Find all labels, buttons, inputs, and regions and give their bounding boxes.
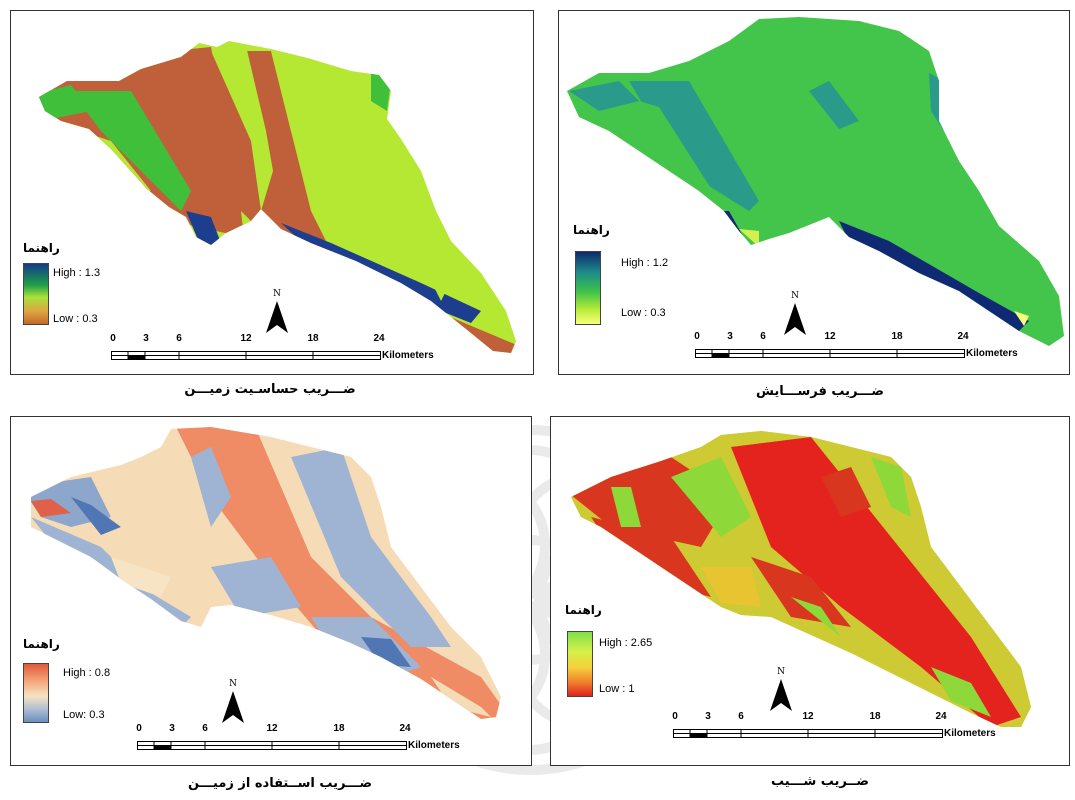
legend-color-ramp: [575, 251, 601, 325]
scale-tick: 3: [727, 331, 733, 342]
scale-bar: 0 3 6 12 18 24 Kilometers: [672, 711, 1013, 743]
scale-bar-graphic: [137, 741, 407, 750]
scale-tick: 24: [373, 333, 385, 344]
legend-high-label: High : 2.65: [599, 637, 653, 649]
legend-low-label: Low : 0.3: [621, 307, 666, 319]
scale-tick: 12: [824, 331, 836, 342]
scale-tick: 18: [869, 711, 881, 722]
erosion-map: [567, 17, 1064, 346]
scale-tick: 6: [176, 333, 182, 344]
scale-bar: 0 3 6 12 18 24 Kilometers: [694, 331, 1035, 363]
landuse-map: [31, 427, 501, 719]
legend-title: راهنما: [23, 637, 60, 651]
scale-tick: 24: [399, 723, 411, 734]
legend-high-label: High : 0.8: [63, 667, 111, 679]
north-arrow-icon: [266, 301, 288, 333]
legend-high-label: High : 1.3: [53, 267, 101, 279]
legend-color-ramp: [23, 663, 49, 723]
map-panel-sensitivity: راهنما High : 1.3 Low : 0.3 N 0 3 6 12 1…: [10, 10, 534, 375]
legend-title: راهنما: [565, 603, 602, 617]
scale-bar: 0 3 6 12 18 24 Kilometers: [136, 723, 477, 755]
caption-landuse: ضـــریب اســتفاده از زمیـــن: [187, 776, 373, 791]
scale-tick: 18: [307, 333, 319, 344]
scale-tick: 3: [705, 711, 711, 722]
legend-color-ramp: [567, 631, 593, 697]
north-arrow-icon: [222, 691, 244, 723]
north-arrow-icon: [770, 679, 792, 711]
scale-units: Kilometers: [944, 728, 996, 739]
map-panel-slope: راهنما High : 2.65 Low : 1 N 0 3 6 12 18…: [550, 416, 1070, 766]
map-panel-landuse: راهنما High : 0.8 Low: 0.3 N 0 3 6 12 18…: [10, 416, 532, 766]
scale-bar-graphic: [111, 351, 381, 360]
scale-tick: 12: [240, 333, 252, 344]
scale-bar: 0 3 6 12 18 24 Kilometers: [110, 333, 451, 365]
legend-title: راهنما: [573, 223, 610, 237]
scale-tick: 6: [760, 331, 766, 342]
caption-sensitivity: ضـــریب حساسـیت زمیـــن: [184, 382, 356, 397]
north-arrow: N: [263, 289, 291, 335]
scale-tick: 12: [802, 711, 814, 722]
legend-low-label: Low : 0.3: [53, 313, 98, 325]
scale-units: Kilometers: [382, 350, 434, 361]
scale-bar-graphic: [673, 729, 943, 738]
scale-tick: 0: [672, 711, 678, 722]
legend-high-label: High : 1.2: [621, 257, 669, 269]
scale-tick: 0: [136, 723, 142, 734]
scale-bar-graphic: [695, 349, 965, 358]
north-label: N: [273, 289, 281, 299]
scale-tick: 24: [935, 711, 947, 722]
caption-erosion: ضـــریب فرســـایش: [755, 384, 884, 399]
map-panel-erosion: راهنما High : 1.2 Low : 0.3 N 0 3 6 12 1…: [558, 10, 1070, 375]
scale-tick: 18: [333, 723, 345, 734]
north-arrow: N: [781, 291, 809, 337]
north-label: N: [791, 291, 799, 301]
scale-tick: 3: [169, 723, 175, 734]
north-arrow: N: [767, 667, 795, 713]
scale-tick: 24: [957, 331, 969, 342]
scale-tick: 12: [266, 723, 278, 734]
north-label: N: [777, 667, 785, 677]
scale-tick: 6: [738, 711, 744, 722]
scale-tick: 0: [110, 333, 116, 344]
legend-color-ramp: [23, 263, 49, 325]
scale-tick: 18: [891, 331, 903, 342]
scale-tick: 6: [202, 723, 208, 734]
north-arrow-icon: [784, 303, 806, 335]
legend-title: راهنما: [23, 241, 60, 255]
scale-tick: 0: [694, 331, 700, 342]
sensitivity-map: [39, 41, 516, 353]
slope-map: [571, 431, 1031, 727]
scale-units: Kilometers: [966, 348, 1018, 359]
legend-low-label: Low: 0.3: [63, 709, 105, 721]
caption-slope: ضــریب شـــیب: [771, 774, 869, 789]
legend-low-label: Low : 1: [599, 683, 635, 695]
north-label: N: [229, 679, 237, 689]
north-arrow: N: [219, 679, 247, 725]
scale-units: Kilometers: [408, 740, 460, 751]
scale-tick: 3: [143, 333, 149, 344]
